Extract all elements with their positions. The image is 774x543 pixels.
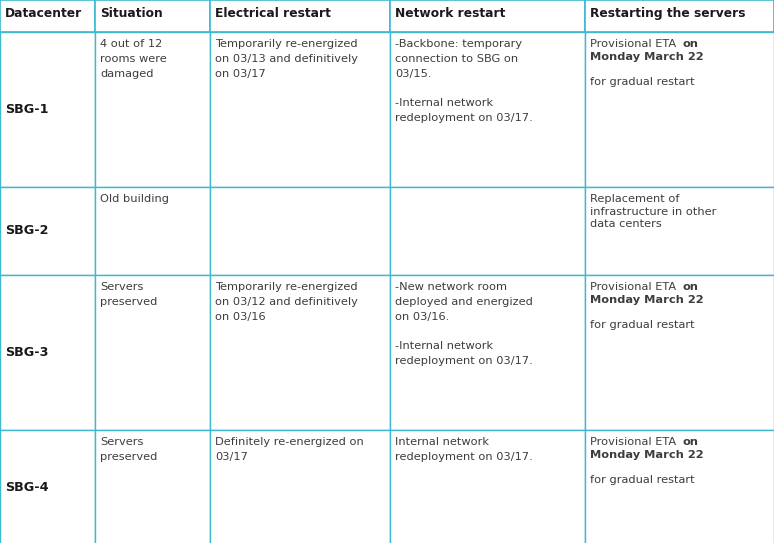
Bar [585,430,774,543]
Text: Temporarily re-energized
on 03/12 and definitively
on 03/16: Temporarily re-energized on 03/12 and de… [215,282,358,321]
Bar [95,275,210,430]
Bar [210,187,390,275]
Bar [210,275,390,430]
Text: SBG-2: SBG-2 [5,224,49,237]
Bar [390,275,585,430]
Text: Datacenter: Datacenter [5,7,82,20]
Text: on: on [683,39,699,49]
Text: infrastructure in other: infrastructure in other [590,207,717,217]
Text: 4 out of 12
rooms were
damaged: 4 out of 12 rooms were damaged [100,39,166,79]
Text: Old building: Old building [100,194,169,204]
Text: Replacement of: Replacement of [590,194,680,204]
Bar [585,187,774,275]
Bar [0,32,95,187]
Bar [210,430,390,543]
Text: Servers
preserved: Servers preserved [100,282,157,307]
Text: for gradual restart: for gradual restart [590,320,694,330]
Text: Electrical restart: Electrical restart [215,7,330,20]
Bar [210,32,390,187]
Bar [0,430,95,543]
Bar [95,0,210,32]
Text: for gradual restart: for gradual restart [590,77,694,87]
Text: SBG-4: SBG-4 [5,481,49,494]
Text: Network restart: Network restart [395,7,505,20]
Bar [0,187,95,275]
Text: Provisional ETA: Provisional ETA [590,437,680,447]
Bar [390,32,585,187]
Bar [0,0,95,32]
Text: on: on [683,437,699,447]
Text: Internal network
redeployment on 03/17.: Internal network redeployment on 03/17. [395,437,533,462]
Text: data centers: data centers [590,219,662,230]
Bar [585,275,774,430]
Bar [95,187,210,275]
Text: Definitely re-energized on
03/17: Definitely re-energized on 03/17 [215,437,364,462]
Text: -Backbone: temporary
connection to SBG on
03/15.

-Internal network
redeployment: -Backbone: temporary connection to SBG o… [395,39,533,123]
Text: Provisional ETA: Provisional ETA [590,39,680,49]
Text: Monday March 22: Monday March 22 [590,52,704,62]
Bar [95,32,210,187]
Text: Servers
preserved: Servers preserved [100,437,157,462]
Text: SBG-3: SBG-3 [5,346,49,359]
Text: for gradual restart: for gradual restart [590,475,694,485]
Bar [0,275,95,430]
Bar [210,0,390,32]
Text: Provisional ETA: Provisional ETA [590,282,680,292]
Text: on: on [683,282,699,292]
Text: Temporarily re-energized
on 03/13 and definitively
on 03/17: Temporarily re-energized on 03/13 and de… [215,39,358,79]
Bar [585,0,774,32]
Bar [390,0,585,32]
Text: Monday March 22: Monday March 22 [590,295,704,305]
Text: Situation: Situation [100,7,163,20]
Text: Restarting the servers: Restarting the servers [590,7,745,20]
Bar [585,32,774,187]
Bar [390,430,585,543]
Bar [95,430,210,543]
Text: Monday March 22: Monday March 22 [590,450,704,460]
Text: SBG-1: SBG-1 [5,103,49,116]
Text: -New network room
deployed and energized
on 03/16.

-Internal network
redeployme: -New network room deployed and energized… [395,282,533,366]
Bar [390,187,585,275]
